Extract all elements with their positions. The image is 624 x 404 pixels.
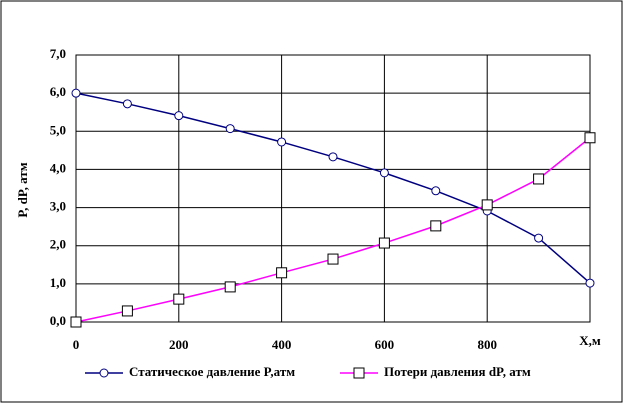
point [481, 199, 493, 211]
y-tick-label: 6,0 [50, 84, 66, 99]
legend-marker [353, 367, 365, 379]
legend-label: Потери давления dP, атм [384, 364, 531, 379]
y-tick-label: 5,0 [50, 122, 66, 137]
point [276, 267, 288, 279]
y-tick-label: 0,0 [50, 313, 66, 328]
point [533, 173, 545, 185]
point [224, 281, 236, 293]
x-tick-label: 600 [375, 337, 395, 352]
point [328, 152, 338, 162]
y-tick-label: 3,0 [50, 199, 66, 214]
point [70, 316, 82, 328]
point [122, 99, 132, 109]
y-tick-label: 7,0 [50, 46, 66, 61]
point [173, 293, 185, 305]
point [71, 88, 81, 98]
point [430, 220, 442, 232]
point [378, 237, 390, 249]
y-tick-label: 2,0 [50, 237, 66, 252]
x-tick-label: 200 [169, 337, 189, 352]
point [327, 253, 339, 265]
point [431, 186, 441, 196]
x-axis-label: X,м [579, 333, 601, 348]
point [534, 233, 544, 243]
plot-area [75, 54, 591, 323]
point [174, 111, 184, 121]
point [121, 305, 133, 317]
y-axis-label: P, dP, атм [15, 162, 30, 217]
legend-label: Статическое давление P,атм [129, 364, 295, 379]
point [225, 124, 235, 134]
y-tick-label: 1,0 [50, 275, 66, 290]
y-tick-label: 4,0 [50, 160, 66, 175]
x-tick-label: 0 [73, 337, 80, 352]
point [584, 132, 596, 144]
x-tick-label: 400 [272, 337, 292, 352]
point [379, 168, 389, 178]
point [277, 137, 287, 147]
legend-marker [99, 368, 109, 378]
x-tick-label: 800 [477, 337, 497, 352]
point [585, 278, 595, 288]
